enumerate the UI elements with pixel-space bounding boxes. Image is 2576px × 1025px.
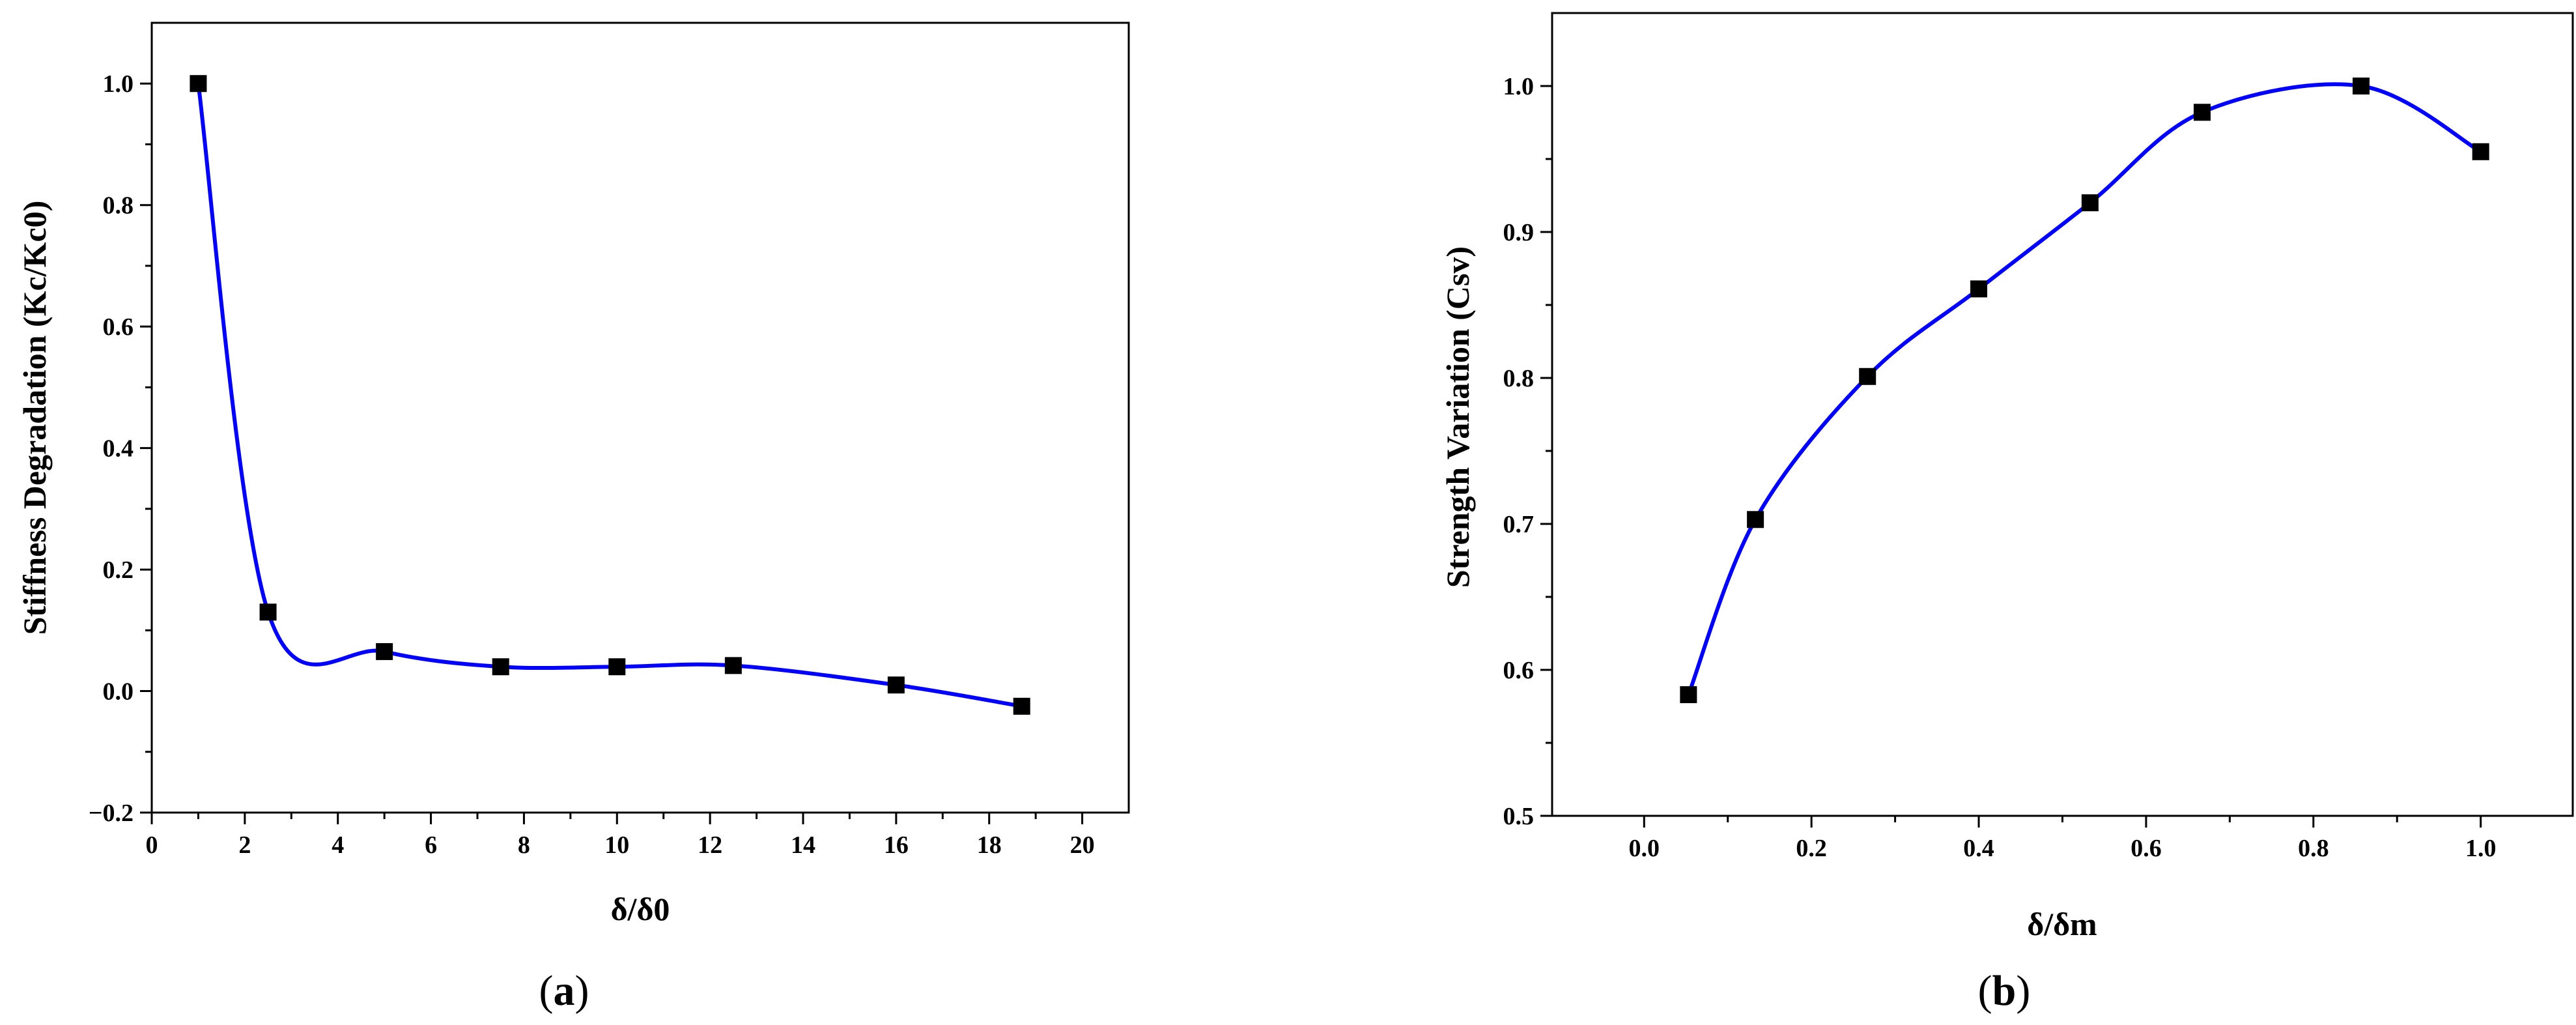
- series-line: [1686, 82, 2482, 696]
- series-line: [196, 83, 1023, 708]
- y-tick-label: 0.5: [1503, 803, 1535, 830]
- x-axis-title: δ/δ0: [611, 891, 670, 927]
- y-ticks: −0.2 0.0 0.2 0.4 0.6 0.8 1.0: [89, 70, 152, 827]
- y-tick-label: 0.6: [103, 313, 134, 341]
- data-point: [1013, 697, 1030, 715]
- x-tick-label: 4: [332, 831, 344, 859]
- panel-label: (b): [1978, 967, 2031, 1015]
- data-point: [608, 658, 626, 676]
- x-axis-title: δ/δm: [2027, 906, 2097, 942]
- x-tick-label: 2: [238, 831, 251, 859]
- x-ticks: 0.0 0.2 0.4 0.6 0.8 1.0: [1629, 816, 2497, 862]
- y-tick-label: 0.8: [1503, 365, 1535, 392]
- x-tick-label: 0.8: [2298, 835, 2329, 862]
- y-axis-title: Strength Variation (Csv): [1439, 246, 1476, 588]
- data-point: [190, 75, 207, 93]
- panel-label-letter: a: [554, 967, 575, 1015]
- panel-b: 0.0 0.2 0.4 0.6 0.8 1.0 0.5 0.6 0.7 0.8 0.9 1.0 δ/…: [1439, 12, 2574, 1015]
- y-tick-label: 0.4: [103, 435, 134, 463]
- x-tick-label: 1.0: [2465, 835, 2497, 862]
- x-tick-label: 0: [146, 831, 158, 859]
- data-point: [259, 603, 277, 621]
- panel-label-letter: b: [1992, 967, 2017, 1015]
- x-tick-label: 6: [425, 831, 437, 859]
- plot-frame: [1551, 12, 2574, 817]
- y-tick-label: 1.0: [103, 70, 134, 98]
- data-point: [376, 642, 393, 660]
- data-point: [2193, 104, 2211, 121]
- x-tick-label: 14: [791, 831, 815, 859]
- x-tick-label: 12: [698, 831, 722, 859]
- x-ticks: 0 2 4 6 8 10 12 14 16 18 20: [146, 813, 1095, 859]
- x-tick-label: 18: [977, 831, 1002, 859]
- data-point: [1680, 686, 1697, 704]
- data-point: [1970, 280, 1988, 298]
- panel-a: 0 2 4 6 8 10 12 14 16 18 20 −0.2 0.0 0.2 0.4 0.6 0.8 1.0…: [16, 22, 1130, 1015]
- data-point: [2353, 78, 2370, 94]
- data-point: [1747, 511, 1764, 528]
- y-tick-label: 0.9: [1503, 219, 1535, 246]
- data-point: [887, 676, 905, 694]
- data-point: [724, 657, 742, 674]
- x-tick-label: 8: [518, 831, 530, 859]
- data-point: [1859, 368, 1876, 385]
- markers: [190, 75, 1030, 715]
- plot-frame: [150, 22, 1130, 814]
- x-tick-label: 16: [884, 831, 909, 859]
- markers: [1680, 78, 2489, 704]
- x-tick-label: 0.4: [1963, 835, 1994, 862]
- x-tick-label: 0.6: [2130, 835, 2162, 862]
- data-point: [2081, 194, 2099, 212]
- x-tick-label: 20: [1070, 831, 1095, 859]
- y-tick-label: 0.8: [103, 192, 134, 220]
- data-point: [492, 658, 509, 676]
- x-tick-label: 0.2: [1796, 835, 1827, 862]
- y-tick-label: −0.2: [89, 800, 134, 827]
- y-tick-label: 0.2: [103, 556, 134, 584]
- y-tick-label: 0.7: [1503, 511, 1535, 538]
- y-axis-title: Stiffness Degradation (Kc/Kc0): [16, 201, 53, 635]
- data-point: [2472, 143, 2489, 160]
- y-ticks: 0.5 0.6 0.7 0.8 0.9 1.0: [1503, 73, 1552, 830]
- y-tick-label: 0.6: [1503, 657, 1535, 684]
- panel-label: (a): [539, 967, 589, 1015]
- x-tick-label: 0.0: [1629, 835, 1660, 862]
- y-tick-label: 0.0: [103, 678, 134, 706]
- y-tick-label: 1.0: [1503, 73, 1535, 100]
- x-tick-label: 10: [604, 831, 629, 859]
